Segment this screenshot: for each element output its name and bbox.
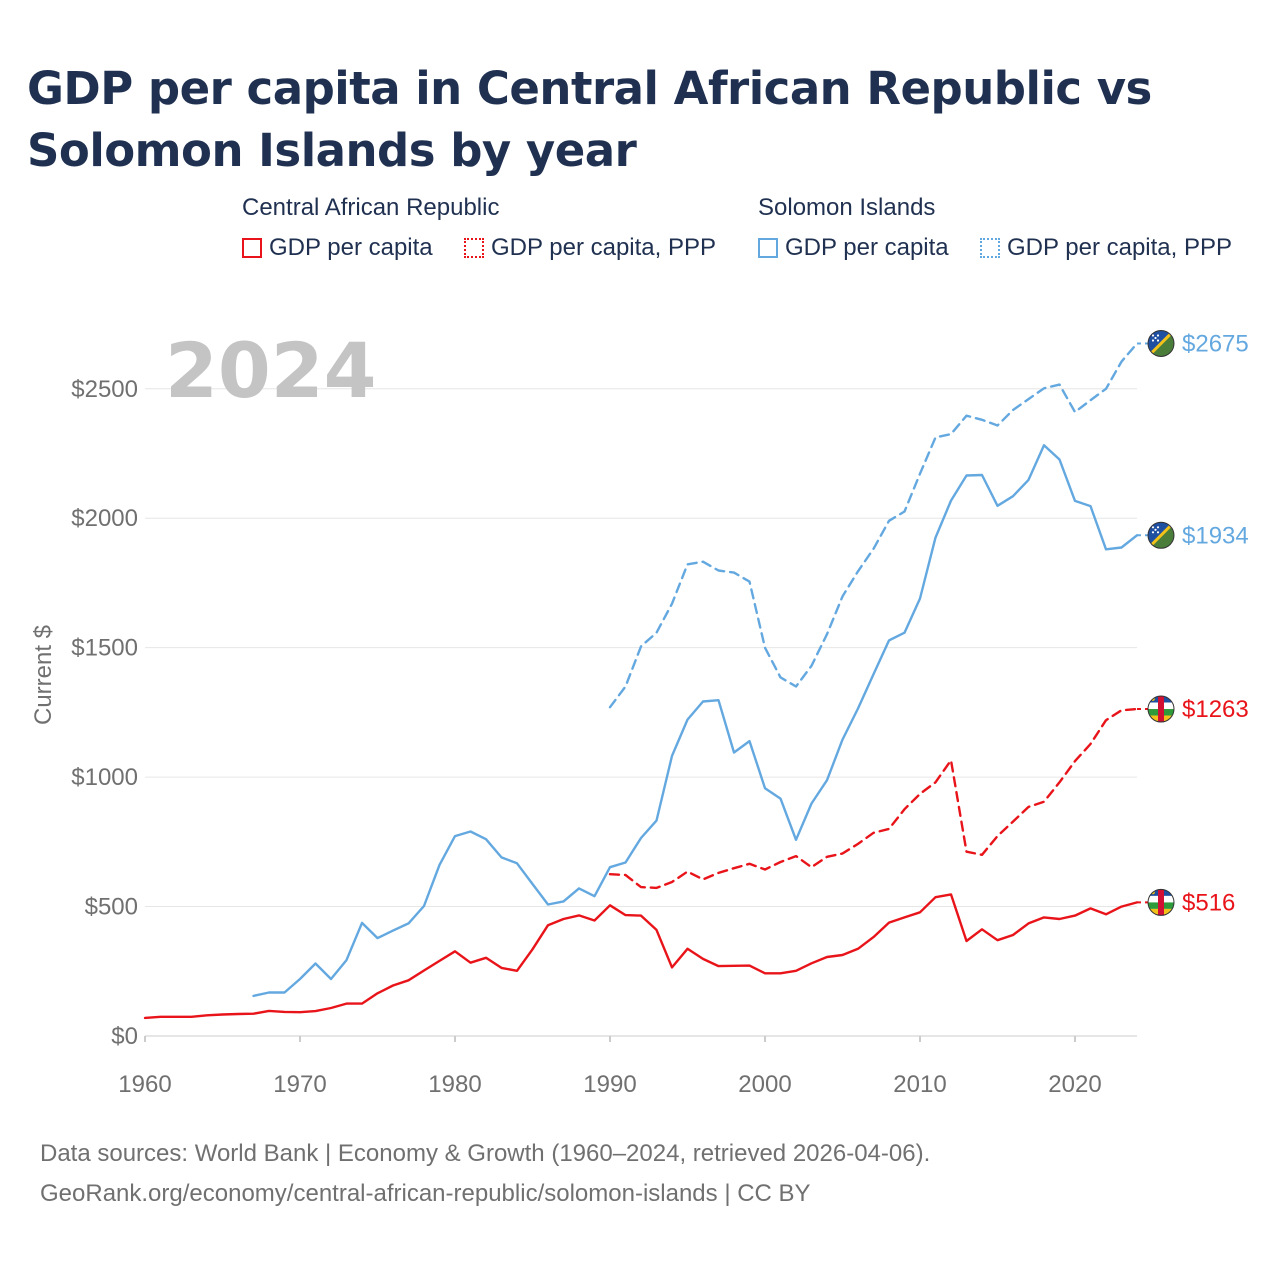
legend-item-label: GDP per capita	[785, 234, 949, 261]
chart-title: GDP per capita in Central African Republ…	[27, 62, 1152, 177]
flag-border	[1147, 521, 1175, 549]
x-axis: 1960 1970 1980 1990 2000 2010 2020	[118, 1035, 1137, 1098]
series-line-3	[608, 342, 1139, 709]
source-line-1: Data sources: World Bank | Economy & Gro…	[40, 1140, 931, 1167]
sol-flag-icon	[1147, 329, 1175, 357]
flag-band	[1158, 889, 1164, 916]
x-tick-label: 1970	[273, 1071, 326, 1098]
series-layer	[143, 342, 1139, 1020]
series-line-1	[608, 707, 1139, 890]
flag-border	[1147, 695, 1175, 723]
flag-star	[1151, 334, 1155, 337]
flag-body	[1148, 330, 1174, 357]
y-axis: $0 $500 $1000 $1500 $2000 $2500	[71, 376, 138, 1050]
source-line-2: GeoRank.org/economy/central-african-repu…	[40, 1180, 811, 1207]
flag-star	[1156, 531, 1160, 534]
sol-flag-icon	[1147, 521, 1175, 549]
legend-item-sol-gdp[interactable]: GDP per capita	[758, 234, 949, 262]
legend-item-label: GDP per capita, PPP	[491, 234, 716, 261]
legend-group-title: Central African Republic	[242, 194, 500, 221]
x-tick-label: 2020	[1048, 1071, 1101, 1098]
x-tick-label: 2010	[893, 1071, 946, 1098]
x-tick-label: 1960	[118, 1071, 171, 1098]
flag-band	[1158, 696, 1164, 723]
x-tick-label: 1980	[428, 1071, 481, 1098]
y-tick-label: $500	[85, 894, 138, 921]
legend-item-label: GDP per capita	[269, 234, 433, 261]
year-label: 2024	[165, 326, 377, 415]
flag-body	[1148, 522, 1174, 549]
flag-star	[1151, 531, 1155, 534]
series-line-0	[143, 893, 1139, 1020]
legend-swatch-dotted	[464, 238, 484, 258]
car-flag-icon	[1147, 888, 1175, 916]
x-tick-label: 1990	[583, 1071, 636, 1098]
end-value-label: $1263	[1182, 696, 1249, 723]
end-value-label: $516	[1182, 889, 1235, 916]
flag-star	[1151, 339, 1155, 342]
flag-star	[1156, 526, 1160, 529]
y-tick-label: $0	[111, 1023, 138, 1050]
legend-item-car-gdp[interactable]: GDP per capita	[242, 234, 433, 262]
x-tick-label: 2000	[738, 1071, 791, 1098]
flag-star	[1156, 334, 1160, 337]
end-value-label: $2675	[1182, 330, 1249, 357]
legend-swatch-solid	[758, 238, 778, 258]
marker-layer: $516 $1263 $1934 $2675	[1137, 329, 1249, 916]
y-tick-label: $1000	[71, 764, 138, 791]
flag-star	[1154, 528, 1157, 531]
series-line-2	[252, 444, 1139, 998]
flag-star	[1151, 526, 1155, 529]
car-flag-icon	[1147, 695, 1175, 723]
flag-star	[1156, 339, 1160, 342]
flag-border	[1147, 888, 1175, 916]
y-tick-label: $1500	[71, 635, 138, 662]
y-axis-label: Current $	[30, 625, 57, 725]
legend-item-sol-gdp-ppp[interactable]: GDP per capita, PPP	[980, 234, 1232, 262]
legend-item-car-gdp-ppp[interactable]: GDP per capita, PPP	[464, 234, 716, 262]
legend-swatch-solid	[242, 238, 262, 258]
y-tick-label: $2000	[71, 505, 138, 532]
legend-group-title: Solomon Islands	[758, 194, 936, 221]
y-tick-label: $2500	[71, 376, 138, 403]
end-value-label: $1934	[1182, 522, 1249, 549]
flag-border	[1147, 329, 1175, 357]
legend-item-label: GDP per capita, PPP	[1007, 234, 1232, 261]
flag-star	[1154, 336, 1157, 340]
legend-swatch-dotted	[980, 238, 1000, 258]
